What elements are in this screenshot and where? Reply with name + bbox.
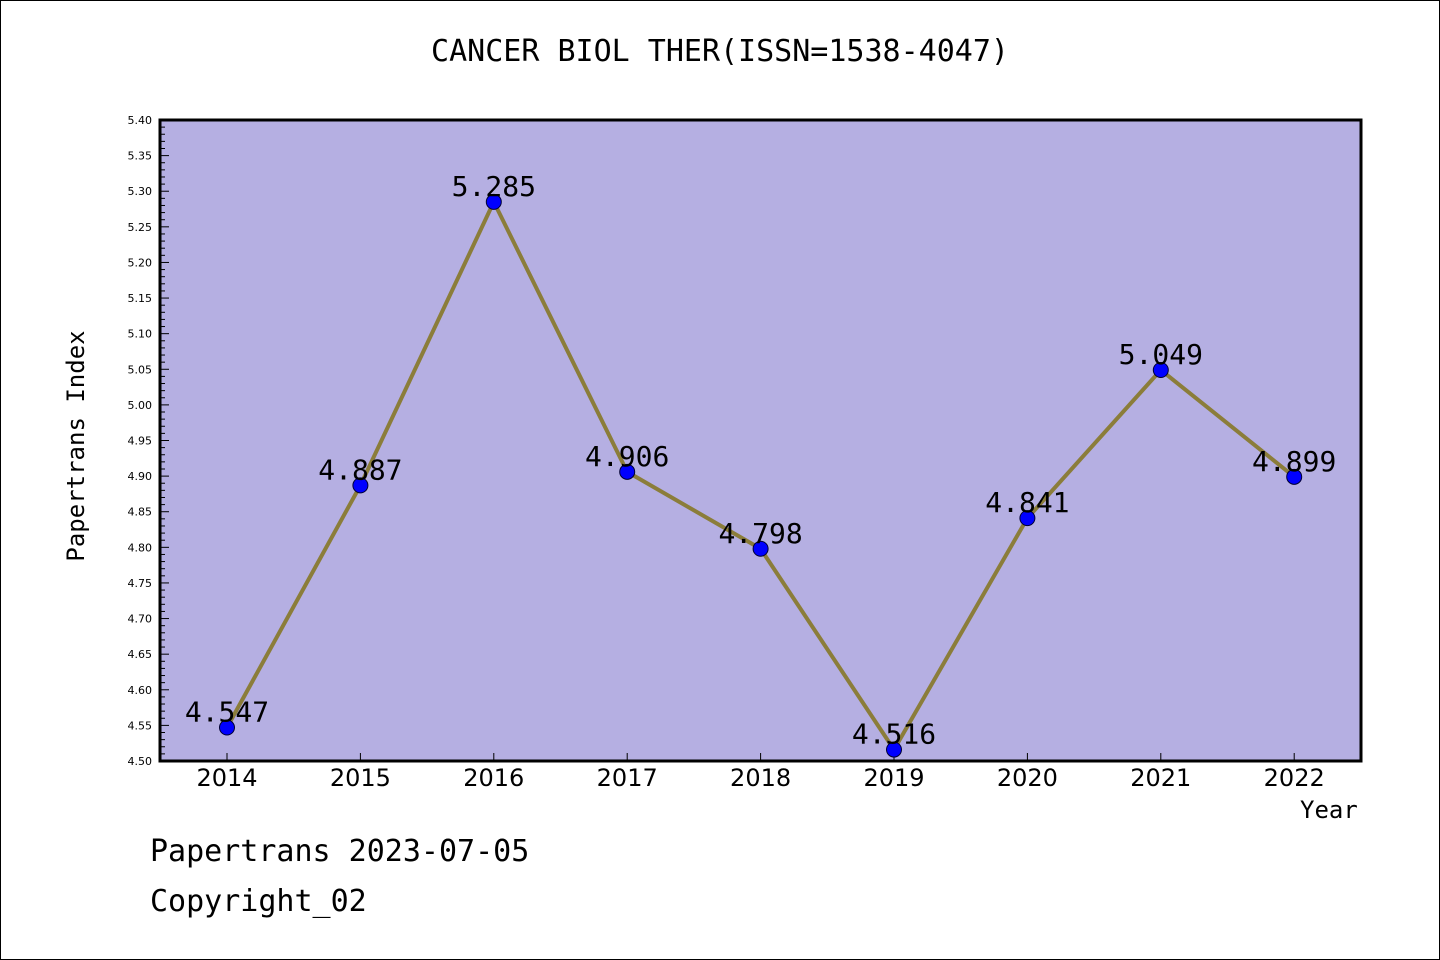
x-tick-label: 2015 — [330, 764, 391, 792]
data-label: 4.547 — [185, 696, 269, 729]
data-label: 4.798 — [718, 517, 802, 550]
data-point — [485, 193, 502, 210]
y-tick-label: 5.25 — [128, 221, 153, 234]
x-tick-label: 2021 — [1130, 764, 1191, 792]
y-tick-label: 4.90 — [128, 470, 153, 483]
y-tick-label: 4.60 — [128, 684, 153, 697]
x-tick-label: 2019 — [863, 764, 924, 792]
chart-title: CANCER BIOL THER(ISSN=1538-4047) — [431, 34, 1009, 69]
data-point — [752, 540, 769, 557]
data-point — [619, 463, 636, 480]
y-tick-label: 5.35 — [128, 150, 153, 163]
data-label: 4.841 — [985, 486, 1069, 519]
data-point — [219, 719, 235, 736]
data-label: 4.887 — [318, 453, 402, 486]
x-tick-label: 2017 — [597, 764, 658, 792]
y-tick-label: 5.30 — [128, 185, 153, 198]
x-axis-label: Year — [1300, 796, 1358, 824]
data-label: 4.516 — [852, 718, 936, 751]
data-point — [1152, 361, 1169, 378]
plot-area — [160, 120, 1361, 761]
y-tick-label: 5.40 — [128, 114, 153, 127]
data-point — [886, 741, 902, 758]
x-tick-label: 2014 — [196, 764, 257, 792]
y-tick-label: 4.95 — [128, 435, 153, 448]
y-tick-label: 5.10 — [128, 328, 153, 341]
x-tick-label: 2018 — [730, 764, 791, 792]
data-label: 5.049 — [1119, 338, 1203, 371]
x-tick-label: 2020 — [997, 764, 1058, 792]
data-label: 4.906 — [585, 440, 669, 473]
y-tick-label: 5.00 — [128, 399, 153, 412]
y-tick-label: 4.70 — [128, 613, 153, 626]
x-tick-label: 2016 — [463, 764, 524, 792]
y-tick-label: 4.75 — [128, 577, 153, 590]
y-tick-label: 5.15 — [128, 292, 153, 305]
footer-copyright: Copyright_02 — [150, 884, 367, 919]
y-tick-label: 5.05 — [128, 363, 153, 376]
plot-border — [158, 118, 1363, 763]
y-tick-label: 4.50 — [128, 755, 153, 768]
y-tick-label: 4.85 — [128, 506, 153, 519]
data-label: 5.285 — [452, 170, 536, 203]
footer-date: Papertrans 2023-07-05 — [150, 834, 530, 869]
data-point — [352, 477, 369, 494]
y-tick-label: 4.65 — [128, 648, 153, 661]
data-point — [1286, 468, 1303, 485]
data-label: 4.899 — [1252, 445, 1336, 478]
y-tick-label: 4.80 — [128, 541, 153, 554]
data-point — [1019, 510, 1036, 527]
x-tick-label: 2022 — [1264, 764, 1325, 792]
y-tick-label: 5.20 — [128, 256, 153, 269]
y-tick-label: 4.55 — [128, 719, 153, 732]
